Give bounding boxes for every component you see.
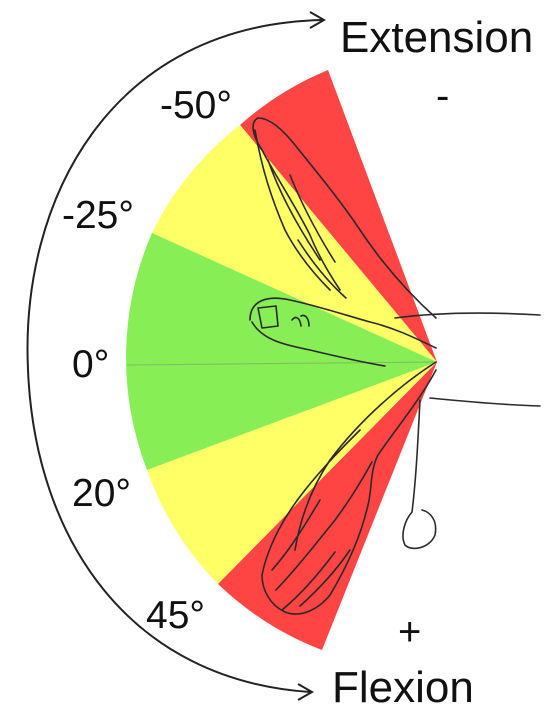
extension-sign: - — [436, 74, 450, 118]
angle-label-45: 45° — [146, 594, 205, 637]
angle-label-minus-50: -50° — [160, 84, 232, 127]
zone-extension-red — [240, 70, 437, 362]
hand-flexed-icon — [261, 369, 437, 615]
angle-zones — [126, 70, 438, 650]
flexion-label: Flexion — [332, 663, 474, 712]
angle-label-minus-25: -25° — [62, 194, 134, 237]
neutral-axis-line — [126, 361, 438, 366]
flexion-sign: + — [398, 610, 422, 654]
hand-extended-icon — [252, 117, 437, 319]
arc-arrow-top-icon — [309, 11, 327, 29]
hand-drawings — [249, 117, 541, 615]
range-arc-curve — [26, 19, 323, 693]
arc-arrow-bottom-icon — [297, 683, 315, 701]
extension-label: Extension — [340, 13, 534, 62]
zone-flexion-yellow — [147, 362, 437, 584]
angle-label-20: 20° — [72, 472, 131, 515]
range-arc — [26, 11, 327, 701]
zone-extension-yellow — [152, 125, 437, 362]
zone-flexion-red — [218, 362, 437, 650]
forearm-outline-icon — [394, 312, 541, 407]
zone-neutral-green — [126, 233, 437, 470]
angle-label-0: 0° — [72, 343, 110, 386]
hand-neutral-icon — [249, 297, 437, 551]
